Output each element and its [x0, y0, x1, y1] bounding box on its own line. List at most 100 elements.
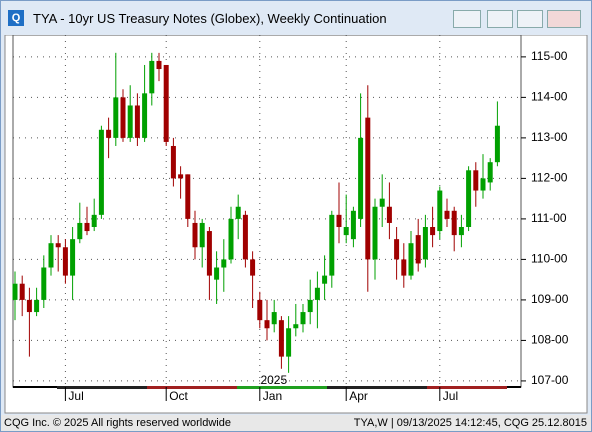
app-icon: Q	[8, 10, 24, 26]
candle-body	[422, 227, 428, 260]
status-left: CQG Inc. © 2025 All rights reserved worl…	[4, 417, 231, 429]
candle-body	[192, 222, 198, 248]
y-tick-label: 108-00	[531, 333, 569, 347]
x-tick-label: Jul	[443, 389, 458, 403]
candle-body	[466, 170, 472, 227]
candle-body	[250, 259, 256, 276]
window-title: TYA - 10yr US Treasury Notes (Globex), W…	[33, 11, 387, 26]
session-bar	[427, 386, 507, 389]
chart: 107-00 108-00 109-00 110-00 111-00 112-00 113-…	[4, 35, 588, 414]
candle-body	[127, 105, 133, 138]
x-tick-label: Jul	[68, 389, 83, 403]
y-tick-label: 112-00	[531, 171, 568, 185]
session-bar	[327, 386, 427, 389]
candle-body	[365, 117, 371, 260]
candle-body	[336, 214, 342, 227]
candle-body	[329, 214, 335, 276]
candle-body	[178, 174, 184, 179]
year-label: 2025	[260, 373, 287, 387]
candle-body	[343, 227, 349, 236]
y-tick-label: 111-00	[531, 211, 567, 225]
candle-body	[113, 97, 119, 138]
candle-body	[458, 227, 464, 236]
candle-body	[206, 231, 212, 276]
y-tick-label: 113-00	[531, 130, 568, 144]
y-tick-label: 107-00	[531, 373, 569, 387]
candle-body	[394, 239, 400, 260]
candle-body	[451, 210, 457, 236]
candle-body	[98, 129, 104, 215]
candle-body	[242, 214, 248, 260]
candle-body	[77, 222, 83, 240]
minimize-button[interactable]	[487, 10, 513, 28]
candle-body	[221, 259, 227, 268]
candle-body	[386, 206, 392, 223]
candle-body	[199, 222, 205, 248]
candle-body	[142, 93, 148, 138]
candle-body	[214, 267, 220, 280]
candle-body	[350, 210, 356, 240]
candle-body	[278, 320, 284, 357]
maximize-button[interactable]	[517, 10, 543, 28]
candle-body	[106, 129, 112, 138]
candle-body	[494, 125, 500, 163]
session-bar	[237, 386, 327, 389]
candle-body	[264, 320, 270, 329]
y-tick-label: 110-00	[531, 252, 568, 266]
candle-body	[379, 198, 385, 207]
candle-body	[163, 64, 169, 142]
candle-body	[228, 218, 234, 260]
candle-body	[408, 243, 414, 276]
candle-body	[487, 162, 493, 183]
candle-body	[430, 227, 436, 236]
status-right: TYA,W | 09/13/2025 14:12:45, CQG 25.12.8…	[353, 417, 587, 429]
candle-body	[134, 105, 140, 138]
candle-body	[170, 145, 176, 179]
y-tick-label: 115-00	[531, 49, 568, 63]
candle-body	[415, 235, 421, 264]
candle-body	[48, 243, 54, 268]
candle-body	[12, 283, 18, 300]
candle-body	[185, 174, 191, 219]
session-bar	[57, 386, 147, 389]
candle-body	[358, 137, 364, 219]
candle-body	[120, 97, 126, 138]
candle-body	[437, 190, 443, 232]
candle-body	[235, 206, 241, 219]
x-tick-label: Apr	[349, 389, 368, 403]
candle-body	[156, 60, 162, 70]
candle-body	[314, 287, 320, 300]
x-tick-label: Jan	[263, 389, 282, 403]
candle-body	[480, 178, 486, 191]
candle-body	[271, 312, 277, 325]
session-bar	[147, 386, 237, 389]
link-button[interactable]	[453, 10, 481, 28]
candle-body	[62, 247, 68, 276]
candle-body	[91, 214, 97, 227]
candle-body	[401, 259, 407, 276]
candle-body	[41, 267, 47, 300]
candle-body	[473, 170, 479, 191]
candle-body	[293, 324, 299, 329]
candle-body	[307, 299, 313, 313]
candle-body	[322, 275, 328, 284]
candle-body	[34, 299, 40, 313]
candle-body	[300, 312, 306, 325]
close-button[interactable]	[547, 10, 581, 28]
candle-body	[257, 299, 263, 321]
title-bar: Q TYA - 10yr US Treasury Notes (Globex),…	[1, 1, 591, 35]
candle-body	[84, 222, 90, 232]
candle-body	[444, 210, 450, 219]
candle-body	[372, 206, 378, 260]
y-tick-label: 114-00	[531, 90, 568, 104]
x-tick-label: Oct	[169, 389, 188, 403]
candle-body	[286, 328, 292, 357]
status-bar: CQG Inc. © 2025 All rights reserved worl…	[1, 415, 591, 431]
candle-body	[149, 60, 155, 94]
candle-body	[19, 283, 25, 300]
candle-body	[70, 239, 76, 276]
candle-body	[26, 299, 32, 313]
y-tick-label: 109-00	[531, 292, 569, 306]
candle-body	[55, 243, 61, 248]
